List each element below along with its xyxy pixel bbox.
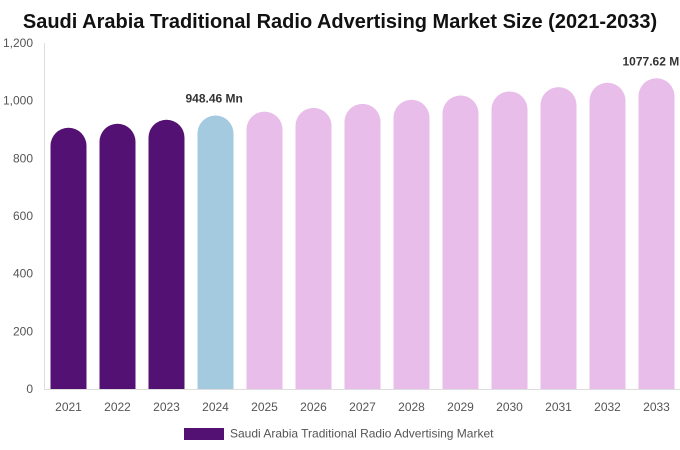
bar-2028 [393, 99, 430, 389]
bar-2031 [540, 87, 577, 390]
chart-title: Saudi Arabia Traditional Radio Advertisi… [23, 11, 657, 33]
data-label: 1077.62 Mn [623, 54, 680, 68]
x-tick-label: 2030 [496, 400, 523, 414]
x-tick-label: 2025 [251, 400, 278, 414]
x-tick-label: 2031 [545, 400, 572, 414]
y-tick-label: 800 [13, 151, 33, 165]
bar-2029 [442, 95, 479, 389]
x-tick-label: 2026 [300, 400, 327, 414]
x-tick-label: 2022 [104, 400, 131, 414]
y-tick-label: 400 [13, 267, 33, 281]
legend-label: Saudi Arabia Traditional Radio Advertisi… [230, 427, 494, 441]
bar-2026 [295, 107, 332, 390]
x-tick-label: 2023 [153, 400, 180, 414]
bar-2030 [491, 91, 528, 390]
y-tick-label: 1,200 [3, 36, 33, 50]
y-tick-label: 0 [26, 382, 33, 396]
y-tick-label: 1,000 [3, 94, 33, 108]
y-tick-label: 600 [13, 209, 33, 223]
x-tick-label: 2024 [202, 400, 229, 414]
bar-2021 [50, 127, 87, 389]
data-label: 948.46 Mn [186, 92, 243, 106]
bar-2027 [344, 103, 381, 390]
x-tick-label: 2021 [55, 400, 82, 414]
x-tick-label: 2029 [447, 400, 474, 414]
bar-2033 [638, 78, 675, 390]
bar-2025 [246, 111, 283, 389]
bar-2022 [99, 123, 136, 389]
x-tick-label: 2028 [398, 400, 425, 414]
bar-2023 [148, 119, 185, 390]
x-tick-label: 2032 [594, 400, 621, 414]
y-tick-label: 200 [13, 324, 33, 338]
bar-2024 [197, 115, 234, 389]
x-tick-label: 2033 [643, 400, 670, 414]
bar-2032 [589, 82, 626, 389]
legend-swatch [184, 428, 224, 440]
x-tick-label: 2027 [349, 400, 376, 414]
